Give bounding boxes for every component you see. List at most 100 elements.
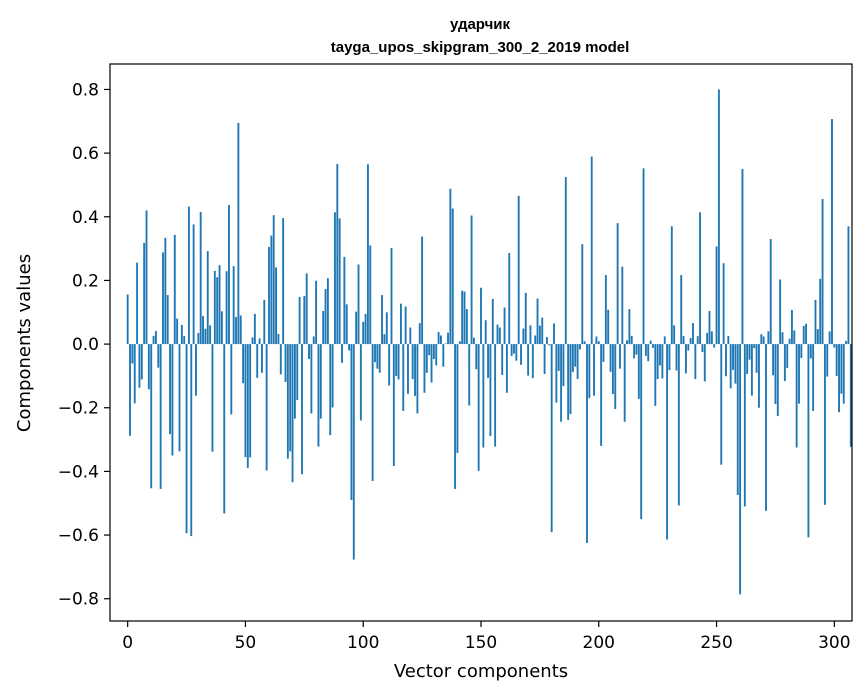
bar — [268, 247, 270, 345]
bar — [611, 344, 614, 395]
bar — [454, 344, 457, 489]
bar — [447, 332, 449, 345]
bar — [553, 323, 555, 345]
bar — [663, 336, 666, 345]
bar — [703, 344, 706, 382]
bar — [423, 344, 426, 393]
bar — [732, 344, 734, 370]
bar — [289, 344, 292, 452]
bar — [183, 336, 186, 345]
bar — [291, 344, 294, 483]
bar — [136, 262, 139, 345]
bar — [496, 324, 499, 345]
bar — [348, 344, 351, 351]
bar — [494, 344, 497, 447]
bar — [489, 344, 492, 437]
y-tick-label: −0.6 — [58, 526, 99, 546]
bar — [152, 335, 155, 345]
bar — [687, 344, 690, 351]
bar — [524, 292, 527, 345]
bar — [682, 336, 685, 345]
bar — [239, 315, 242, 345]
bar — [209, 325, 212, 345]
x-tick-label: 300 — [818, 633, 850, 653]
bar — [463, 291, 466, 345]
bar — [216, 277, 219, 345]
bar — [206, 251, 209, 345]
bar — [562, 344, 565, 387]
bar — [430, 344, 433, 383]
bar — [315, 280, 318, 345]
bar — [366, 164, 369, 345]
bar — [319, 344, 322, 419]
bar — [607, 309, 610, 345]
bar — [308, 344, 310, 360]
bar — [440, 335, 442, 345]
bar — [498, 327, 501, 345]
plot-frame — [109, 63, 853, 622]
bar — [769, 239, 772, 345]
bar — [720, 344, 723, 465]
bar — [296, 344, 299, 401]
bar — [437, 332, 440, 345]
bar — [619, 344, 621, 369]
bar — [586, 344, 588, 544]
bar — [230, 344, 233, 415]
bar — [465, 309, 468, 345]
bar — [331, 344, 334, 408]
bar — [138, 344, 141, 388]
bar — [600, 344, 603, 446]
bar — [581, 244, 584, 345]
bar — [640, 344, 643, 520]
bar — [802, 325, 805, 345]
bar — [282, 218, 285, 345]
bar — [816, 329, 819, 345]
bar — [819, 278, 822, 345]
y-tick-label: 0.4 — [72, 208, 99, 228]
bar — [246, 344, 249, 468]
bar — [741, 169, 744, 345]
bar — [753, 344, 756, 349]
bar — [694, 344, 697, 380]
bar — [202, 316, 204, 345]
bar — [357, 264, 360, 345]
bar — [717, 89, 720, 345]
bar — [588, 344, 591, 399]
bar — [543, 344, 546, 375]
bar — [169, 344, 171, 435]
bar — [637, 344, 640, 399]
bar — [649, 340, 652, 345]
bar — [475, 344, 478, 370]
bar — [458, 341, 461, 345]
bar — [456, 344, 459, 453]
bar — [218, 265, 221, 345]
bar — [513, 344, 515, 354]
x-tick-label: 100 — [347, 633, 379, 653]
bar — [823, 344, 826, 505]
bar — [260, 344, 263, 373]
bar — [253, 313, 256, 345]
bar — [355, 311, 358, 345]
bar — [831, 119, 833, 345]
bar — [779, 279, 782, 345]
bar — [666, 344, 669, 540]
bar — [743, 344, 746, 507]
bar — [701, 344, 704, 353]
bar — [790, 310, 793, 345]
bar — [171, 344, 174, 456]
bar — [322, 310, 325, 345]
bar — [173, 234, 176, 345]
bar — [677, 344, 680, 506]
bar — [623, 344, 626, 422]
bar — [805, 323, 807, 345]
bar — [729, 344, 732, 389]
bar — [621, 266, 624, 345]
bar — [157, 344, 160, 368]
bar — [190, 344, 193, 537]
bar — [614, 344, 617, 410]
bar — [305, 273, 308, 345]
bar — [517, 195, 520, 345]
bar — [376, 344, 379, 369]
bar — [781, 332, 784, 345]
